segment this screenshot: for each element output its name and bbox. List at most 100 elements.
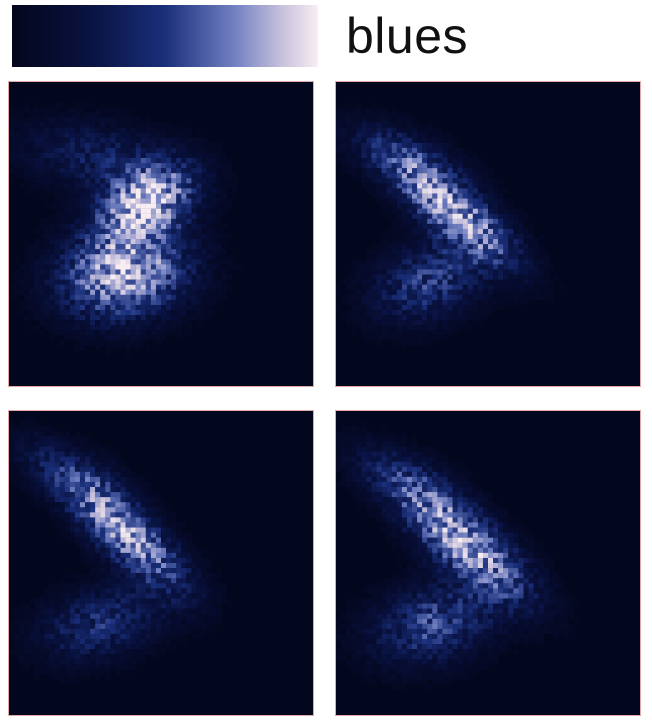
heatmap-cell	[523, 249, 529, 255]
heatmap-cell	[498, 213, 504, 219]
heatmap-cell	[130, 208, 136, 214]
heatmap-cell	[161, 598, 167, 604]
heatmap-cell	[171, 284, 177, 290]
heatmap-cell	[191, 142, 197, 149]
heatmap-cell	[462, 183, 468, 189]
heatmap-cell	[95, 471, 101, 478]
heatmap-cell	[59, 466, 65, 472]
heatmap-cell	[406, 152, 413, 159]
heatmap-cell	[356, 289, 362, 295]
heatmap-cell	[49, 618, 55, 624]
heatmap-cell	[442, 481, 448, 488]
heatmap-cell	[34, 132, 40, 138]
heatmap-cell	[412, 142, 418, 149]
heatmap-cell	[135, 163, 141, 169]
heatmap-cell	[125, 481, 131, 488]
heatmap-cell	[130, 618, 136, 624]
heatmap-cell	[54, 107, 60, 113]
heatmap-cell	[145, 152, 152, 159]
heatmap-cell	[401, 213, 408, 219]
heatmap-cell	[467, 152, 473, 159]
heatmap-cell	[406, 259, 413, 265]
heatmap-cell	[85, 122, 91, 128]
heatmap-cell	[135, 512, 141, 518]
heatmap-cell	[140, 593, 146, 599]
heatmap-cell	[422, 178, 428, 184]
heatmap-cell	[125, 522, 131, 528]
heatmap-cell	[59, 158, 65, 164]
heatmap-cell	[105, 466, 111, 472]
heatmap-cell	[381, 284, 387, 290]
heatmap-cell	[412, 441, 418, 447]
heatmap-cell	[85, 669, 91, 675]
heatmap-cell	[366, 492, 372, 498]
heatmap-cell	[171, 522, 177, 528]
heatmap-cell	[396, 299, 403, 306]
heatmap-cell	[19, 183, 25, 189]
heatmap-cell	[95, 628, 101, 635]
heatmap-cell	[523, 239, 529, 245]
heatmap-cell	[181, 249, 187, 255]
heatmap-cell	[401, 487, 408, 493]
heatmap-cell	[356, 446, 362, 452]
heatmap-cell	[110, 152, 116, 159]
heatmap-cell	[538, 284, 544, 290]
heatmap-cell	[100, 234, 106, 240]
heatmap-cell	[74, 152, 81, 159]
heatmap-cell	[74, 132, 81, 138]
heatmap-cell	[171, 583, 177, 589]
heatmap-cell	[493, 198, 499, 204]
heatmap-cell	[391, 456, 397, 462]
heatmap-cell	[181, 563, 187, 569]
heatmap-cell	[105, 481, 111, 488]
heatmap-cell	[95, 674, 101, 680]
heatmap-cell	[39, 193, 45, 199]
heatmap-cell	[100, 542, 106, 548]
heatmap-cell	[115, 299, 121, 306]
heatmap-cell	[130, 152, 136, 159]
heatmap-cell	[432, 228, 438, 235]
heatmap-cell	[125, 304, 131, 311]
heatmap-cell	[201, 310, 207, 316]
heatmap-cell	[79, 502, 86, 508]
heatmap-cell	[115, 188, 121, 194]
heatmap-cell	[100, 163, 106, 169]
heatmap-cell	[477, 239, 484, 245]
heatmap-cell	[74, 112, 81, 118]
heatmap-cell	[181, 588, 187, 594]
heatmap-cell	[74, 325, 81, 331]
heatmap-cell	[44, 320, 50, 326]
heatmap-cell	[115, 507, 121, 513]
heatmap-cell	[100, 623, 106, 630]
heatmap-cell	[351, 137, 357, 143]
heatmap-cell	[336, 137, 342, 143]
heatmap-cell	[95, 441, 101, 447]
heatmap-cell	[186, 178, 192, 184]
heatmap-cell	[396, 259, 403, 265]
heatmap-cell	[161, 239, 167, 245]
heatmap-cell	[140, 168, 146, 174]
heatmap-cell	[130, 547, 136, 554]
heatmap-cell	[85, 183, 91, 189]
heatmap-cell	[406, 117, 413, 123]
heatmap-cell	[49, 628, 55, 635]
heatmap-cell	[381, 431, 387, 437]
heatmap-cell	[74, 315, 81, 321]
heatmap-cell	[341, 481, 347, 488]
heatmap-cell	[462, 507, 468, 513]
heatmap-cell	[422, 188, 428, 194]
heatmap-cell	[381, 234, 387, 240]
heatmap-cell	[64, 335, 70, 341]
heatmap-cell	[401, 152, 408, 159]
heatmap-cell	[115, 203, 121, 209]
heatmap-cell	[74, 259, 81, 265]
heatmap-cell	[196, 188, 202, 194]
heatmap-cell	[115, 168, 121, 174]
heatmap-cell	[376, 193, 382, 199]
heatmap-cell	[79, 507, 86, 513]
heatmap-cell	[140, 304, 146, 311]
heatmap-cell	[39, 618, 45, 624]
heatmap-cell	[54, 669, 60, 675]
heatmap-cell	[437, 304, 443, 311]
heatmap-cell	[9, 446, 15, 452]
